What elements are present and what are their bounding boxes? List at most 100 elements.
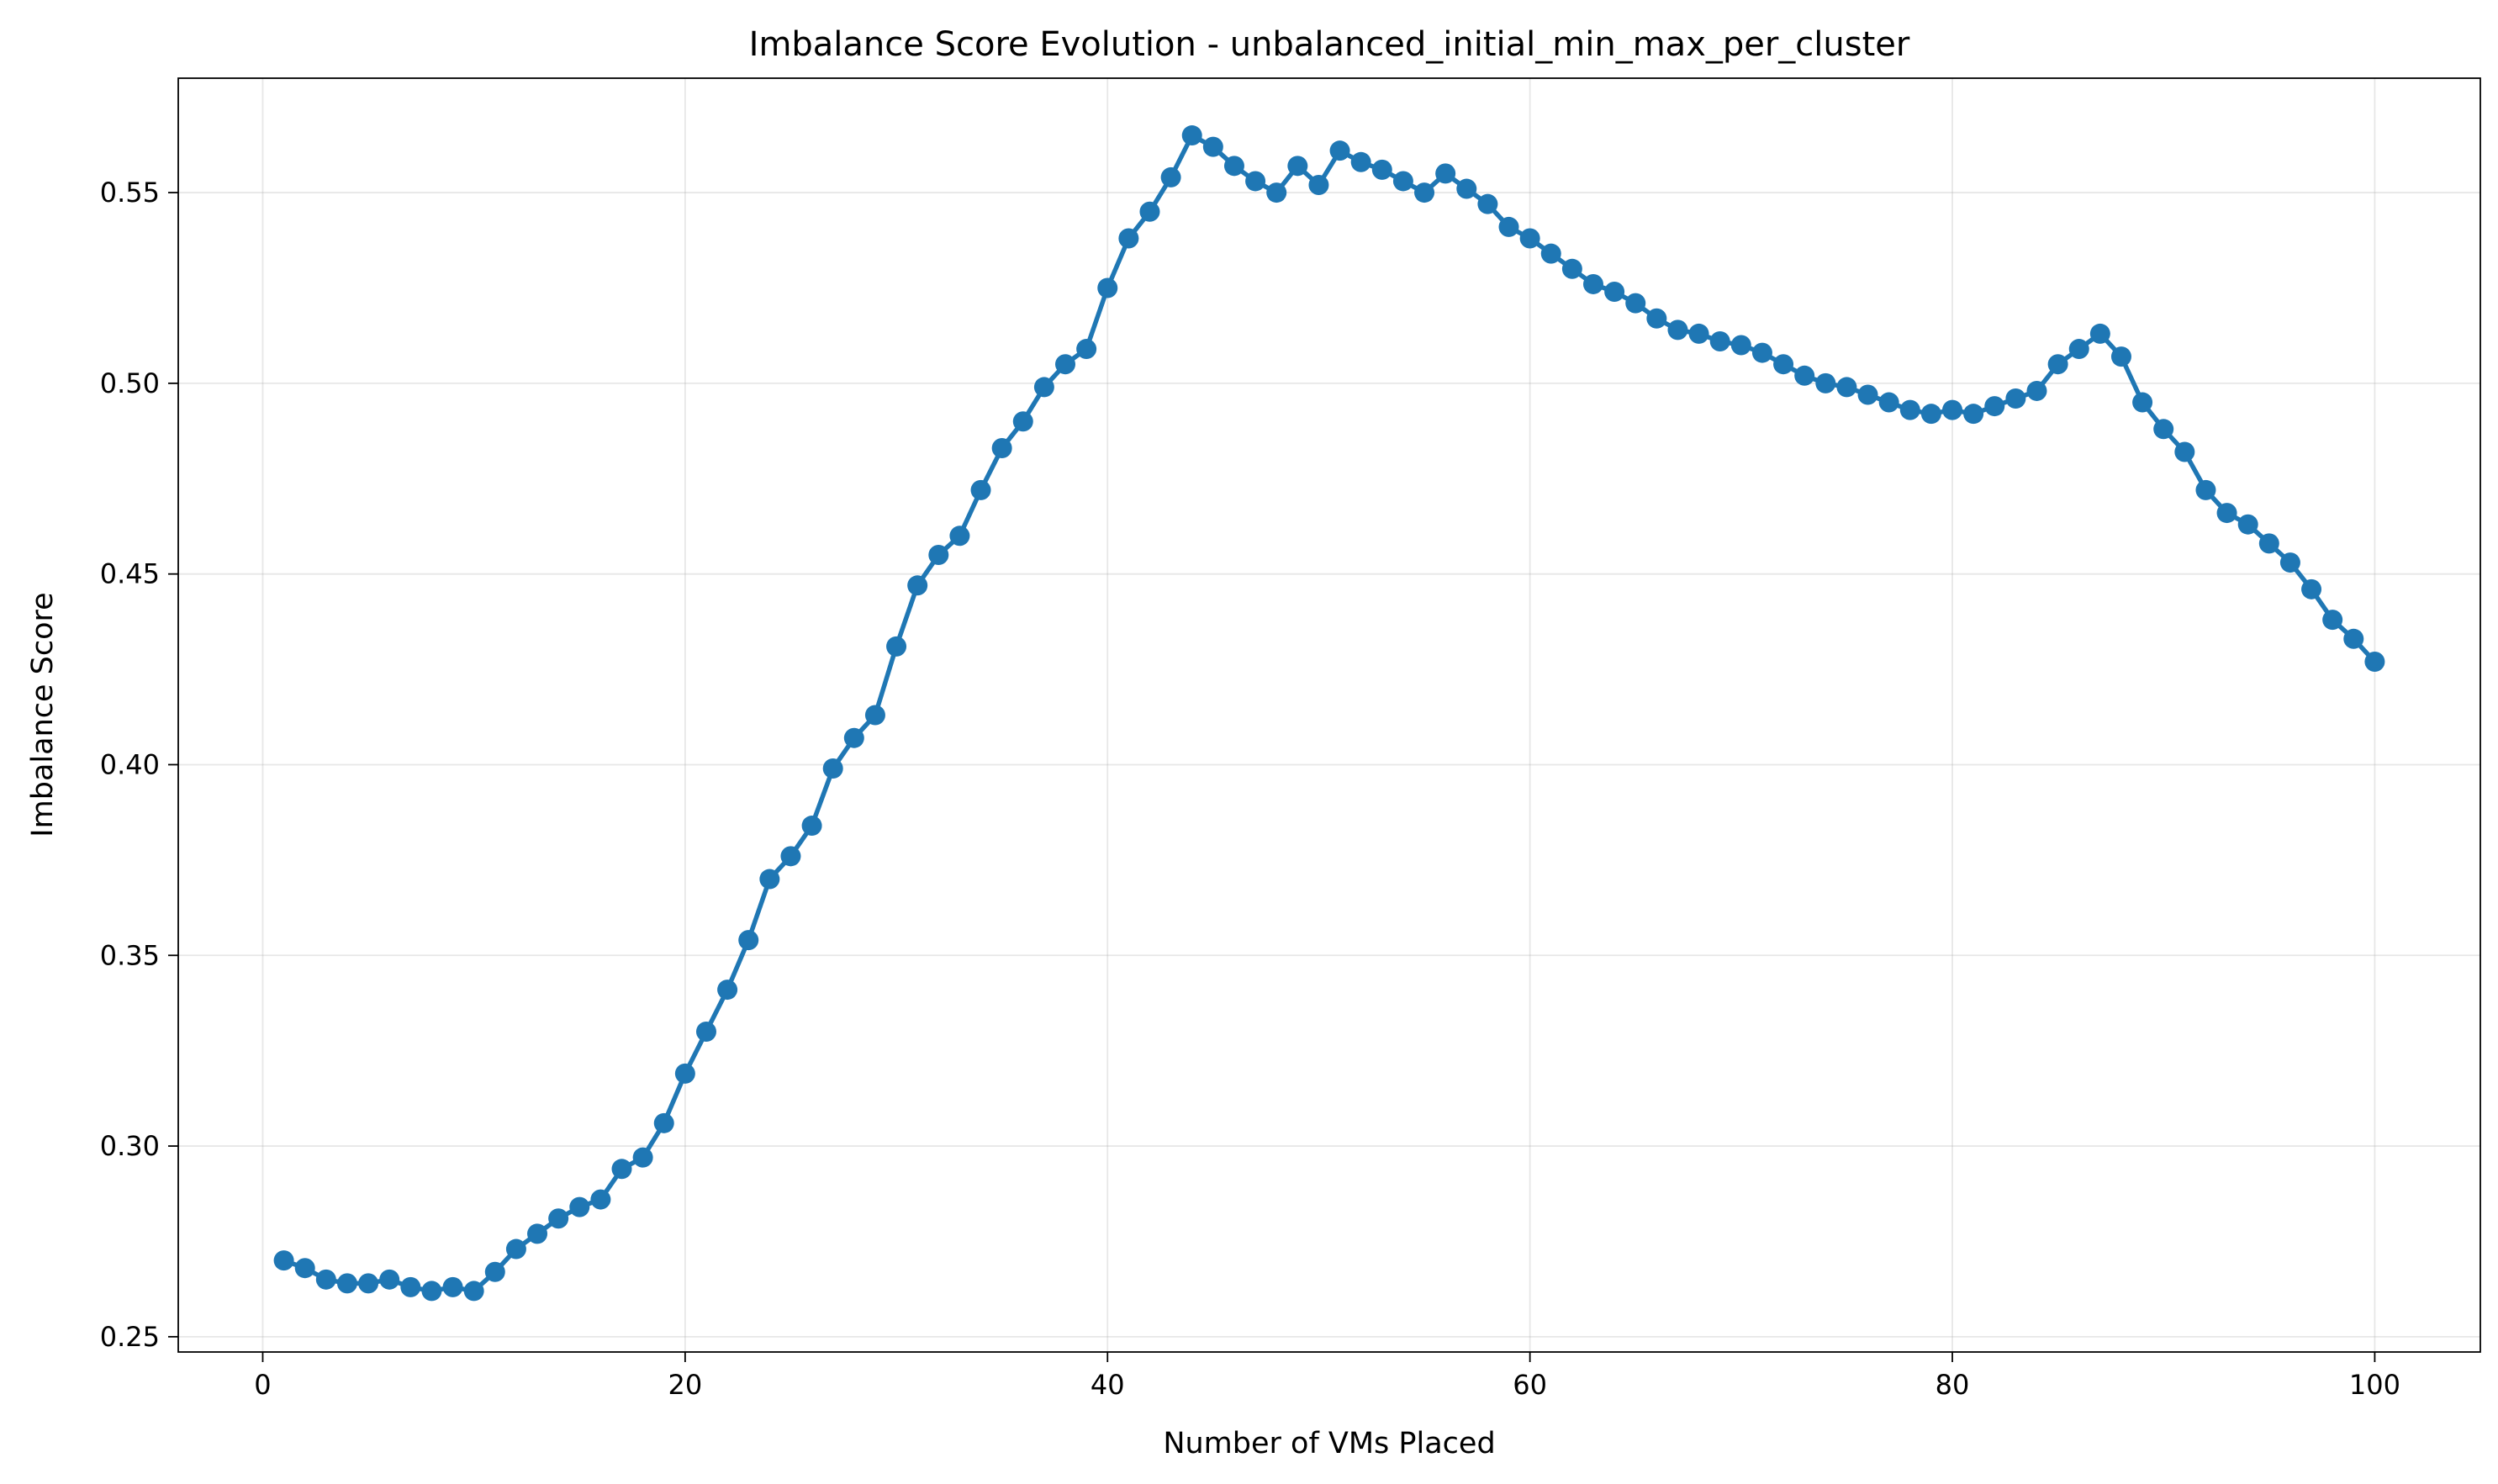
data-point	[1414, 182, 1435, 203]
data-point	[1160, 166, 1181, 187]
data-point	[527, 1223, 548, 1244]
data-point	[1266, 182, 1287, 203]
plot-frame	[177, 77, 2481, 1353]
data-point	[442, 1276, 463, 1297]
data-point	[336, 1273, 357, 1294]
data-point	[1245, 171, 1266, 192]
data-point	[2089, 323, 2110, 344]
data-point	[1815, 372, 1836, 393]
data-point	[1773, 354, 1794, 375]
data-point	[1350, 151, 1371, 172]
data-point	[358, 1273, 379, 1294]
data-point	[1942, 399, 1963, 420]
data-point	[907, 575, 928, 596]
data-point	[1519, 228, 1540, 249]
data-point	[1498, 216, 1519, 237]
data-point	[2301, 578, 2322, 599]
data-point	[2132, 392, 2153, 413]
data-point	[1730, 335, 1751, 356]
data-point	[1371, 159, 1392, 180]
data-point	[2279, 552, 2300, 573]
data-point	[1055, 354, 1076, 375]
data-point	[949, 525, 970, 547]
y-axis-label: Imbalance Score	[26, 592, 60, 837]
y-tick-label: 0.30	[100, 1130, 160, 1162]
data-point	[590, 1189, 611, 1210]
x-tick-label: 100	[2349, 1369, 2400, 1401]
data-point	[1857, 384, 1878, 405]
data-point	[1688, 323, 1709, 344]
y-tick-label: 0.35	[100, 939, 160, 971]
data-point	[2174, 441, 2195, 462]
y-tick-label: 0.40	[100, 748, 160, 780]
data-point	[653, 1112, 674, 1133]
data-point	[1223, 156, 1244, 177]
data-point	[1181, 125, 1202, 146]
data-point	[569, 1196, 590, 1217]
x-tick-label: 0	[254, 1369, 271, 1401]
data-point	[548, 1208, 569, 1229]
data-point	[1033, 377, 1054, 398]
data-point	[1435, 163, 1456, 184]
data-point	[1456, 178, 1477, 199]
data-point	[1646, 308, 1667, 329]
x-tick-label: 40	[1091, 1369, 1125, 1401]
data-point	[2068, 339, 2089, 360]
data-point	[1836, 377, 1857, 398]
data-point	[1751, 342, 1772, 363]
y-tick-label: 0.25	[100, 1321, 160, 1353]
data-point	[695, 1021, 716, 1042]
data-point	[1139, 201, 1160, 222]
data-point	[1308, 175, 1329, 196]
grid	[178, 78, 2480, 1352]
data-point	[273, 1250, 294, 1271]
data-point	[1329, 140, 1350, 161]
data-point	[780, 846, 801, 867]
data-point	[463, 1281, 484, 1302]
x-tick-label: 20	[668, 1369, 703, 1401]
x-tick-label: 60	[1513, 1369, 1547, 1401]
data-point	[886, 636, 907, 657]
data-point	[1076, 339, 1097, 360]
data-point	[1878, 392, 1899, 413]
data-point	[1794, 365, 1815, 386]
data-point	[1097, 277, 1118, 298]
series-line	[283, 133, 2377, 1294]
data-point	[2005, 388, 2026, 409]
data-point	[632, 1147, 653, 1168]
data-point	[1012, 411, 1033, 432]
data-point	[611, 1159, 632, 1180]
data-point	[2153, 419, 2174, 440]
y-tick-label: 0.45	[100, 558, 160, 590]
data-point	[1667, 320, 1688, 341]
data-point	[928, 544, 949, 565]
data-point	[2322, 610, 2343, 631]
data-point	[315, 1269, 336, 1290]
data-point	[1477, 193, 1498, 214]
data-point	[843, 727, 864, 748]
x-tick-label: 80	[1936, 1369, 1970, 1401]
data-point	[1899, 399, 1920, 420]
data-point	[1582, 273, 1603, 294]
data-point	[2364, 651, 2385, 672]
data-point	[2216, 503, 2237, 524]
data-point	[1604, 282, 1625, 303]
series-imbalance-score	[273, 125, 2385, 1302]
data-point	[1625, 293, 1646, 314]
data-point	[484, 1261, 505, 1282]
data-point	[674, 1063, 695, 1084]
data-point	[1118, 228, 1139, 249]
data-point	[1287, 156, 1308, 177]
data-point	[1709, 330, 1730, 351]
data-point	[2343, 628, 2364, 649]
data-point	[505, 1238, 526, 1260]
chart-title: Imbalance Score Evolution - unbalanced_i…	[749, 25, 1910, 64]
data-point	[2195, 479, 2216, 500]
data-point	[801, 816, 822, 837]
data-point	[1202, 136, 1223, 157]
data-point	[1392, 171, 1413, 192]
data-point	[1540, 243, 1561, 264]
data-point	[2026, 380, 2047, 401]
data-point	[822, 758, 843, 779]
